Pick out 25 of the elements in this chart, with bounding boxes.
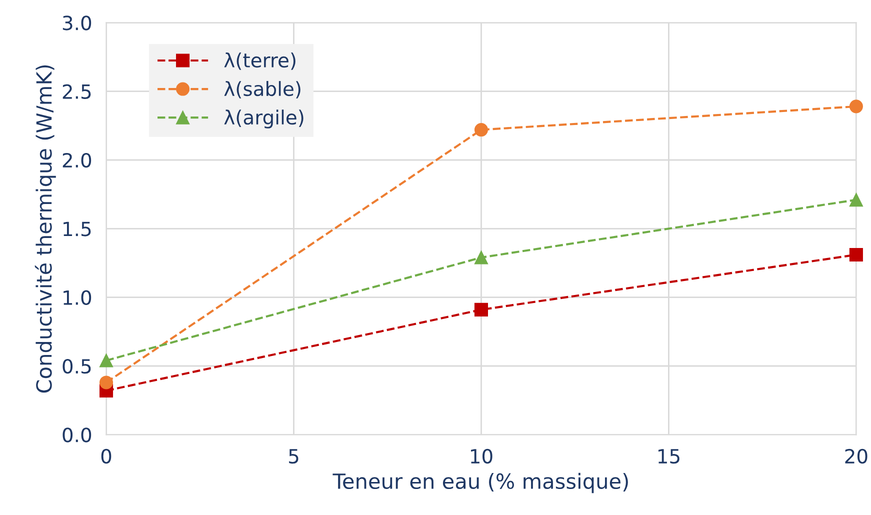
legend-label: λ(terre)	[224, 52, 296, 70]
x-tick-label: 20	[845, 448, 868, 464]
point	[474, 302, 488, 316]
y-tick-label: 1.0	[64, 290, 92, 305]
y-tick-label: 0.0	[62, 428, 92, 442]
point	[474, 250, 488, 264]
y-tick-label: 2.5	[62, 84, 91, 99]
legend-label: λ(sable)	[224, 81, 300, 98]
y-tick-label: 3.0	[62, 16, 92, 30]
point	[99, 376, 114, 390]
x-axis-title: Teneur en eau (% massique)	[332, 472, 628, 494]
x-tick-label: 15	[658, 449, 680, 464]
x-tick-label: 10	[470, 448, 492, 464]
y-tick-label: 0.5	[62, 358, 91, 374]
point	[849, 193, 863, 207]
x-tick-label: 0	[101, 448, 112, 464]
x-tick-label: 5	[289, 449, 298, 464]
point	[99, 354, 114, 368]
legend-label: λ(argile)	[224, 110, 304, 128]
point	[474, 123, 488, 137]
y-tick-label: 1.5	[64, 222, 91, 236]
point	[849, 248, 863, 262]
y-tick-label: 2.0	[62, 152, 92, 168]
point	[849, 100, 863, 114]
y-axis-title: Conductivité thermique (W/mK)	[34, 65, 56, 393]
